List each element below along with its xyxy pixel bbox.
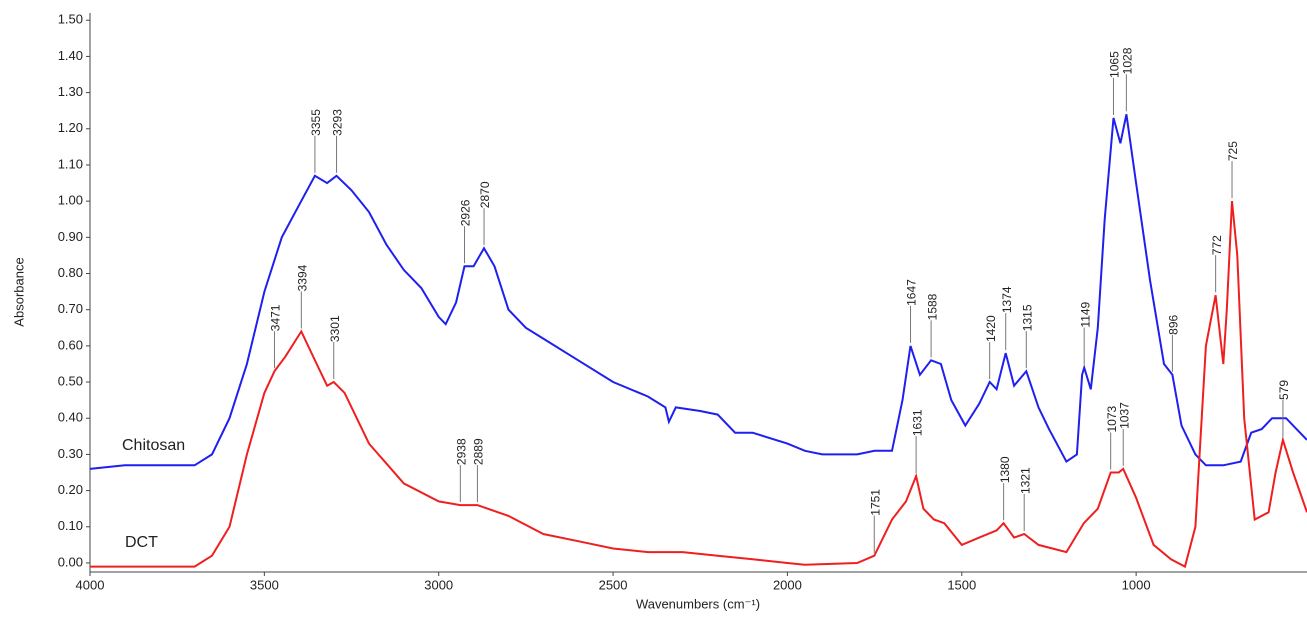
y-tick-label: 1.40 [58,48,83,63]
y-tick-label: 0.80 [58,265,83,280]
x-tick-label: 2500 [599,577,628,592]
y-tick-label: 1.00 [58,193,83,208]
peak-label: 1065 [1108,51,1122,78]
x-tick-label: 4000 [76,577,105,592]
peak-label: 1751 [868,489,882,516]
peak-label: 1647 [905,279,919,306]
peak-label: 725 [1226,141,1240,161]
series-label: DCT [125,534,158,551]
peak-label: 3293 [331,109,345,136]
peak-label: 2870 [478,181,492,208]
peak-label: 1420 [984,315,998,342]
y-tick-label: 0.00 [58,554,83,569]
peak-label: 1380 [998,456,1012,483]
y-tick-label: 0.20 [58,482,83,497]
peak-label: 1315 [1020,304,1034,331]
series-label: Chitosan [122,437,185,454]
y-tick-label: 0.50 [58,373,83,388]
peak-label: 3471 [269,304,283,331]
peak-label: 3301 [328,315,342,342]
y-tick-label: 0.70 [58,301,83,316]
peak-label: 3355 [309,109,323,136]
y-tick-label: 0.60 [58,337,83,352]
x-tick-label: 1000 [1122,577,1151,592]
x-tick-label: 2000 [773,577,802,592]
x-axis-label: Wavenumbers (cm⁻¹) [636,596,760,611]
peak-label: 1037 [1117,402,1131,429]
peak-label: 772 [1210,235,1224,255]
peak-label: 1028 [1121,47,1135,74]
peak-label: 2938 [455,438,469,465]
y-tick-label: 1.50 [58,12,83,27]
peak-label: 896 [1167,314,1181,334]
x-tick-label: 3000 [424,577,453,592]
y-tick-label: 1.30 [58,84,83,99]
peak-label: 1073 [1105,405,1119,432]
y-tick-label: 0.30 [58,446,83,461]
y-tick-label: 1.10 [58,156,83,171]
peak-label: 1374 [1000,286,1014,313]
spectrum-line [89,114,1307,470]
y-tick-label: 0.10 [58,518,83,533]
y-tick-label: 1.20 [58,120,83,135]
peak-label: 1631 [910,409,924,436]
peak-label: 1321 [1018,467,1032,494]
spectrum-line [90,201,1307,569]
y-tick-label: 0.90 [58,229,83,244]
y-axis-label: Absorbance [11,257,26,326]
peak-label: 579 [1277,380,1291,400]
peak-label: 2889 [472,438,486,465]
x-tick-label: 1500 [947,577,976,592]
peak-label: 3394 [295,264,309,291]
peak-label: 1149 [1078,301,1092,327]
peak-label: 1588 [925,293,939,320]
y-tick-label: 0.40 [58,410,83,425]
peak-label: 2926 [459,199,473,226]
x-tick-label: 3500 [250,577,279,592]
